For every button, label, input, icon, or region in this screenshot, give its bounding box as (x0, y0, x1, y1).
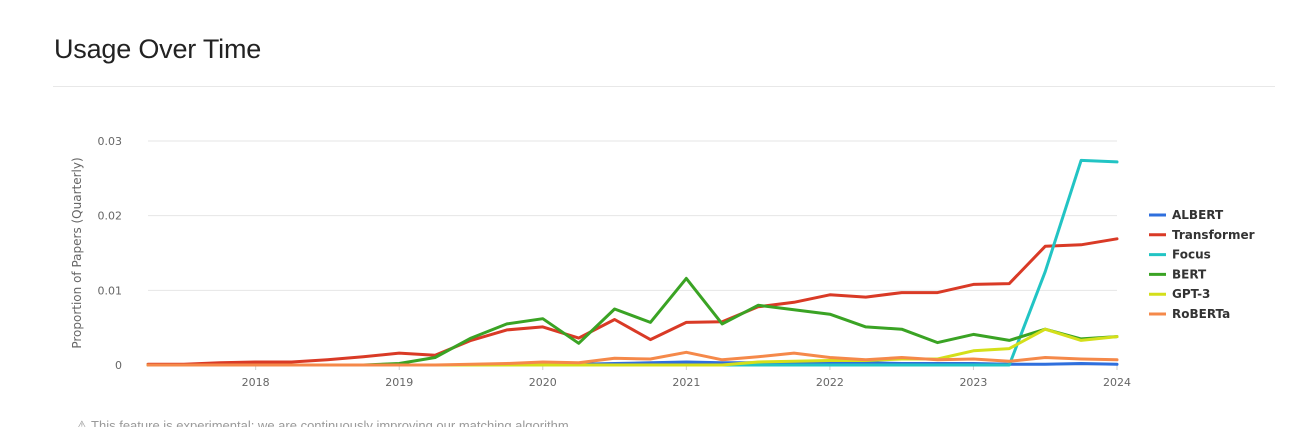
y-tick-label: 0.02 (98, 210, 123, 223)
x-tick-label: 2024 (1103, 376, 1131, 389)
x-tick-label: 2019 (385, 376, 413, 389)
page-title: Usage Over Time (54, 34, 262, 64)
legend-item-focus[interactable]: Focus (1172, 248, 1211, 262)
title-divider (53, 86, 1275, 87)
x-tick-label: 2020 (529, 376, 557, 389)
x-tick-label: 2023 (959, 376, 987, 389)
series-layer (146, 158, 1119, 367)
y-tick-label: 0.03 (98, 135, 123, 148)
legend-item-transformer[interactable]: Transformer (1172, 228, 1255, 242)
grid-layer (148, 140, 1117, 366)
legend: ALBERT Transformer Focus BERT GPT-3 RoBERTa (1149, 208, 1255, 321)
series-line-transformer[interactable] (146, 237, 1119, 366)
legend-item-gpt-3[interactable]: GPT-3 (1172, 287, 1210, 301)
x-tick-label: 2021 (672, 376, 700, 389)
legend-item-albert[interactable]: ALBERT (1172, 208, 1224, 222)
legend-item-roberta[interactable]: RoBERTa (1172, 307, 1230, 321)
x-tick-label: 2018 (242, 376, 270, 389)
legend-item-bert[interactable]: BERT (1172, 267, 1207, 281)
series-line-roberta[interactable] (146, 350, 1119, 367)
y-tick-label: 0 (115, 359, 122, 372)
experimental-footnote: ⚠ This feature is experimental; we are c… (76, 418, 573, 427)
x-tick-label: 2022 (816, 376, 844, 389)
y-axis-label: Proportion of Papers (Quarterly) (70, 157, 84, 348)
y-tick-label: 0.01 (98, 284, 123, 297)
axis-layer: 0 0.01 0.02 0.03 2018 2019 2020 2021 2022 2023 202… (98, 135, 1132, 389)
